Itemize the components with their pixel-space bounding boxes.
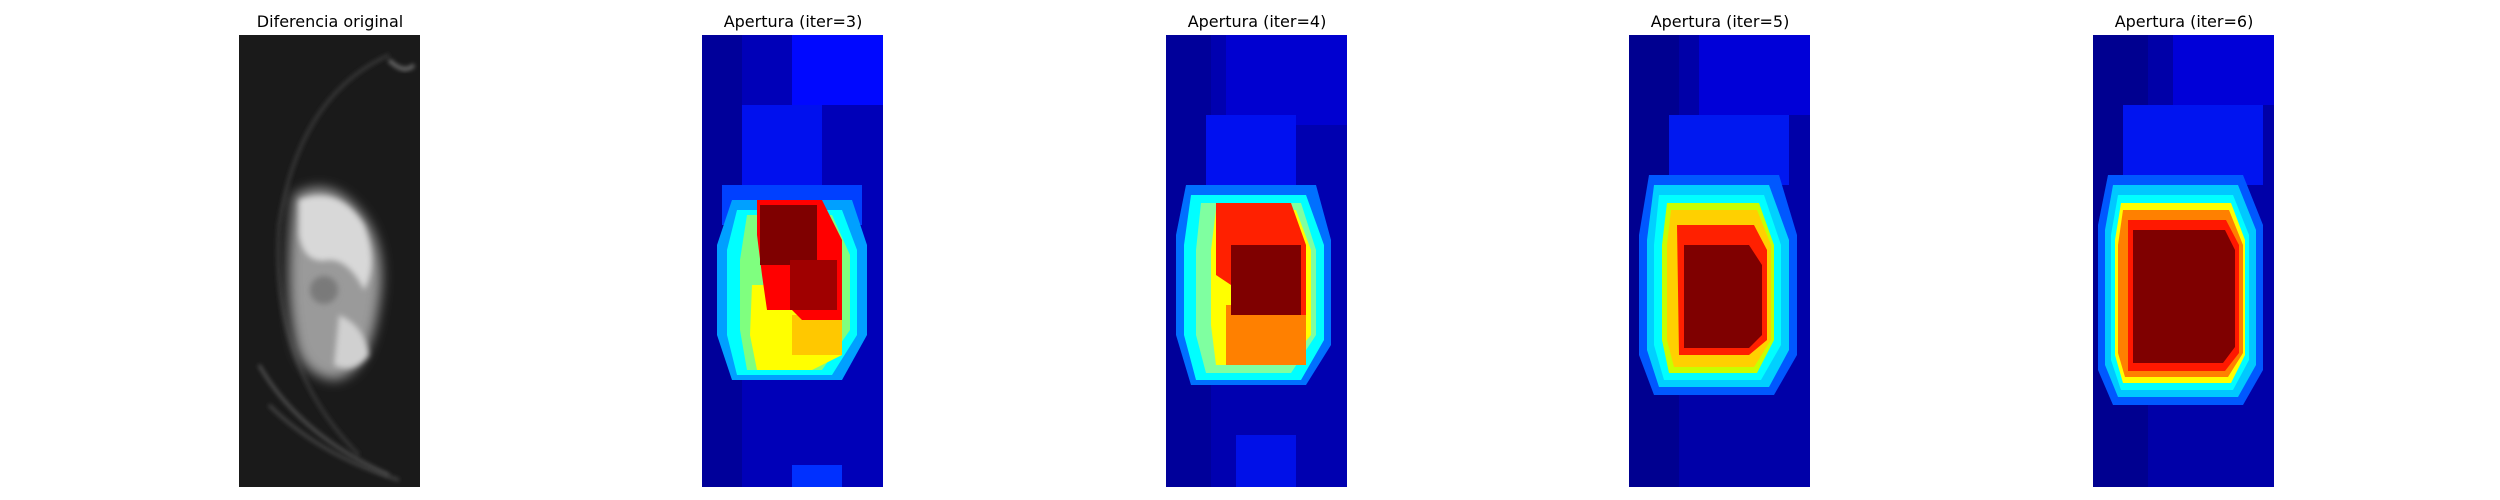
panel-original-image — [239, 35, 420, 487]
panel-iter3-heatmap — [702, 35, 883, 487]
original-difference-image — [239, 35, 420, 487]
iter6-heatmap — [2093, 35, 2274, 487]
panel-iter4-heatmap — [1166, 35, 1347, 487]
iter3-heatmap — [702, 35, 883, 487]
panel-title-iter3: Apertura (iter=3) — [723, 12, 863, 31]
panel-iter5-heatmap — [1629, 35, 1810, 487]
panel-iter6-heatmap — [2093, 35, 2274, 487]
panel-title-iter5: Apertura (iter=5) — [1650, 12, 1790, 31]
iter5-heatmap — [1629, 35, 1810, 487]
panel-title-iter4: Apertura (iter=4) — [1187, 12, 1327, 31]
panel-title-original: Diferencia original — [256, 12, 404, 31]
panel-title-iter6: Apertura (iter=6) — [2114, 12, 2254, 31]
iter4-heatmap — [1166, 35, 1347, 487]
